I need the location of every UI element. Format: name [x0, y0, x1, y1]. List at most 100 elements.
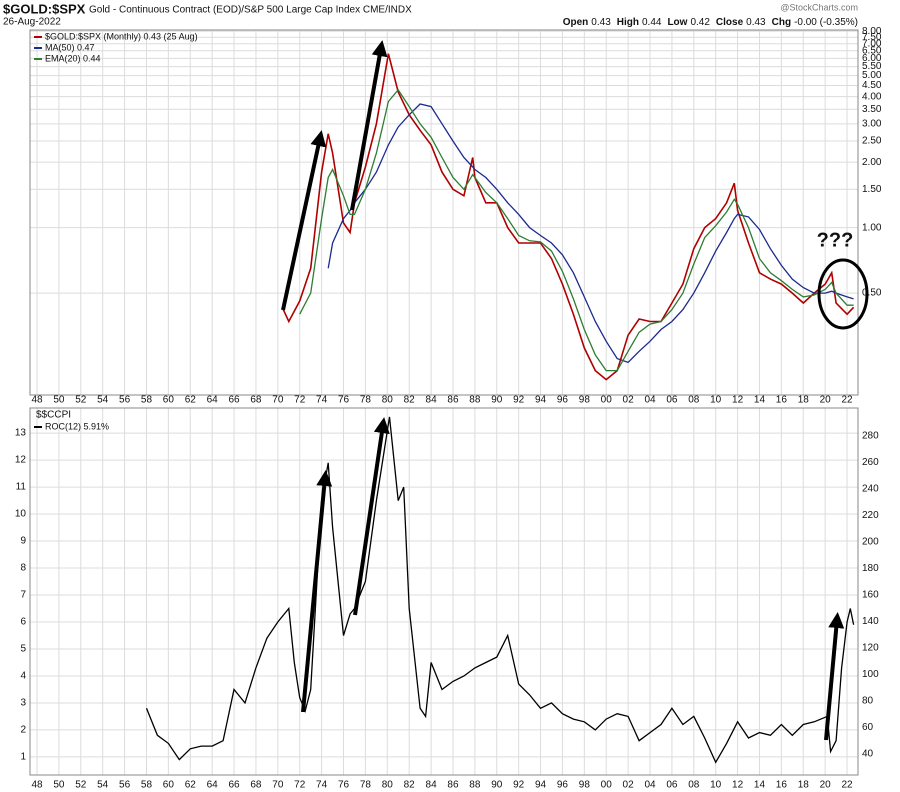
symbol: $GOLD:$SPX [3, 1, 86, 16]
x-tick-label: 86 [447, 395, 459, 406]
description: Gold - Continuous Contract (EOD)/S&P 500… [89, 5, 412, 16]
y-tick-label: 0.50 [862, 288, 882, 299]
x-tick-label: 48 [31, 780, 43, 791]
arrows [281, 40, 869, 741]
x-tick-label: 84 [426, 780, 438, 791]
arrow [353, 417, 390, 616]
y-tick-label: 5.00 [862, 70, 882, 81]
y2-tick-label: 160 [862, 589, 879, 600]
x-tick-label: 22 [841, 395, 853, 406]
x-tick-label: 00 [601, 395, 613, 406]
x-tick-label: 96 [557, 780, 569, 791]
y-tick-label: 2 [20, 725, 26, 736]
x-tick-label: 90 [491, 780, 503, 791]
plot-area [29, 407, 859, 776]
x-tick-label: 90 [491, 395, 503, 406]
y-tick-label: 3.00 [862, 118, 882, 129]
y-tick-label: 1 [20, 752, 26, 763]
x-tick-label: 72 [294, 395, 306, 406]
x-tick-label: 00 [601, 780, 613, 791]
x-tick-label: 18 [798, 395, 810, 406]
x-tick-label: 72 [294, 780, 306, 791]
y2-tick-label: 40 [862, 748, 874, 759]
y2-tick-label: 120 [862, 642, 879, 653]
y-tick-label: 1.50 [862, 184, 882, 195]
y-tick-label: 7.50 [862, 32, 882, 43]
x-tick-label: 70 [272, 780, 284, 791]
x-tick-label: 98 [579, 395, 591, 406]
watermark: @StockCharts.com [780, 2, 858, 12]
y-tick-label: 7.00 [862, 38, 882, 49]
y-tick-label: 12 [15, 455, 27, 466]
x-tick-label: 22 [841, 780, 853, 791]
x-tick-label: 58 [141, 395, 153, 406]
y-tick-label: 6.50 [862, 45, 882, 56]
x-tick-label: 94 [535, 780, 547, 791]
x-tick-label: 52 [75, 395, 87, 406]
x-tick-label: 98 [579, 780, 591, 791]
x-tick-label: 66 [228, 395, 240, 406]
arrow [281, 130, 327, 311]
x-tick-label: 18 [798, 780, 810, 791]
y-tick-label: 2.50 [862, 136, 882, 147]
x-tick-label: 06 [666, 395, 678, 406]
x-tick-label: 50 [53, 395, 65, 406]
x-tick-label: 04 [644, 395, 656, 406]
stat-value: -0.00 (-0.35%) [794, 17, 858, 28]
series-line [299, 88, 854, 372]
y2-tick-label: 100 [862, 669, 879, 680]
x-tick-label: 64 [207, 395, 219, 406]
x-tick-label: 02 [623, 780, 635, 791]
x-tick-label: 10 [710, 395, 722, 406]
stat-value: 0.42 [690, 17, 710, 28]
panel: 48 50 52 54 56 58 60 62 64 66 68 70 72 74 76 78 80 82 84 86… [15, 407, 879, 791]
x-tick-label: 80 [382, 395, 394, 406]
x-tick-label: 74 [316, 780, 328, 791]
series-line [282, 53, 855, 381]
x-tick-label: 92 [513, 780, 525, 791]
x-tick-label: 56 [119, 780, 131, 791]
y2-tick-label: 240 [862, 483, 879, 494]
x-tick-label: 88 [469, 780, 481, 791]
x-tick-label: 78 [360, 395, 372, 406]
x-tick-label: 54 [97, 395, 109, 406]
y2-tick-label: 140 [862, 616, 879, 627]
x-tick-label: 50 [53, 780, 65, 791]
legend-label: $GOLD:$SPX (Monthly) 0.43 (25 Aug) [45, 31, 198, 41]
x-tick-label: 60 [163, 395, 175, 406]
y-tick-label: 6 [20, 617, 26, 628]
y-tick-label: 5 [20, 644, 26, 655]
y2-tick-label: 280 [862, 430, 879, 441]
x-tick-label: 96 [557, 395, 569, 406]
x-tick-label: 12 [732, 395, 744, 406]
x-tick-label: 08 [688, 780, 700, 791]
y-tick-label: 4.00 [862, 91, 882, 102]
x-tick-label: 04 [644, 780, 656, 791]
x-tick-label: 20 [820, 780, 832, 791]
y-tick-label: 13 [15, 428, 27, 439]
x-tick-label: 48 [31, 395, 43, 406]
y-tick-label: 10 [15, 509, 27, 520]
y-tick-label: 9 [20, 536, 26, 547]
y-tick-label: 4 [20, 671, 26, 682]
annotation: ??? [817, 229, 854, 251]
arrow [350, 40, 388, 211]
y-tick-label: 1.00 [862, 222, 882, 233]
frame [29, 407, 859, 776]
stat-value: 0.43 [746, 17, 766, 28]
x-tick-label: 76 [338, 780, 350, 791]
y-tick-label: 7 [20, 590, 26, 601]
x-tick-label: 80 [382, 780, 394, 791]
panel: 48 50 52 54 56 58 60 62 64 66 68 70 72 74 76 78 80 82 84 86… [29, 26, 882, 406]
x-tick-label: 20 [820, 395, 832, 406]
x-tick-label: 06 [666, 780, 678, 791]
legend-label: ROC(12) 5.91% [45, 421, 109, 431]
x-tick-label: 16 [776, 780, 788, 791]
x-tick-label: 68 [250, 780, 262, 791]
legend-label: EMA(20) 0.44 [45, 53, 101, 63]
series-line [327, 103, 854, 364]
legend-label: MA(50) 0.47 [45, 42, 95, 52]
y-tick-label: 5.50 [862, 61, 882, 72]
x-tick-label: 52 [75, 780, 87, 791]
